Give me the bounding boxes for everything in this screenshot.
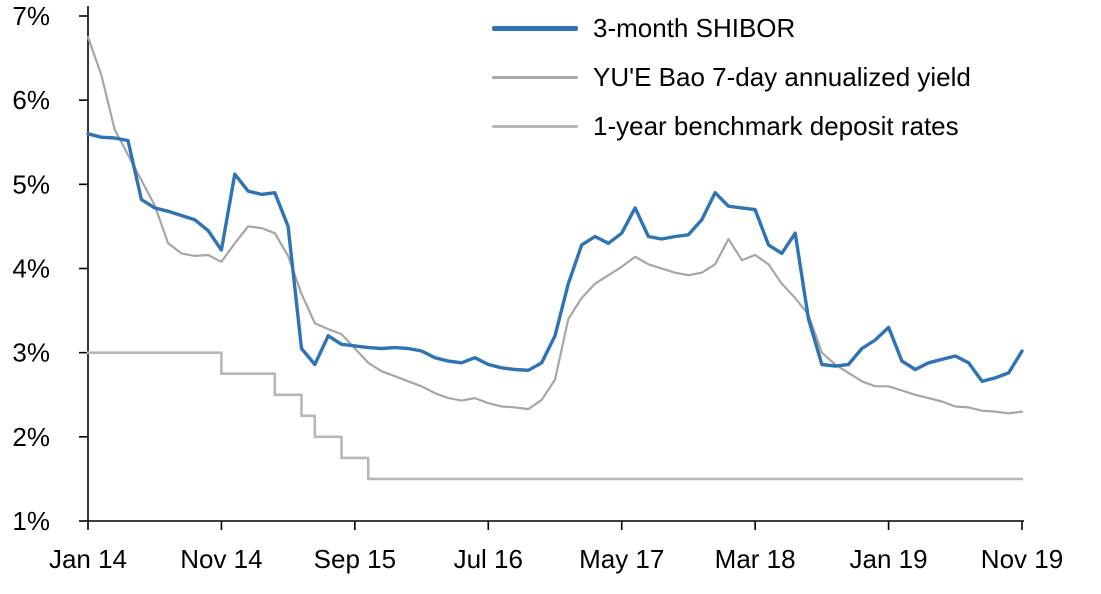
y-tick-label: 1% <box>12 506 50 536</box>
series-line <box>86 35 1024 415</box>
legend-item-yuebao: YU'E Bao 7-day annualized yield <box>492 53 971 102</box>
legend-label-deposit: 1-year benchmark deposit rates <box>593 111 959 141</box>
legend-line-sample-yuebao <box>492 76 578 79</box>
legend-item-deposit: 1-year benchmark deposit rates <box>492 102 971 151</box>
x-tick-label: Jan 19 <box>850 544 928 574</box>
y-tick-label: 4% <box>12 254 50 284</box>
series-line <box>86 351 1024 481</box>
legend-label-yuebao: YU'E Bao 7-day annualized yield <box>593 62 971 92</box>
series-line <box>86 132 1024 383</box>
legend-item-shibor: 3-month SHIBOR <box>492 4 971 53</box>
x-tick-label: Nov 14 <box>180 544 262 574</box>
y-tick-label: 2% <box>12 422 50 452</box>
y-tick-label: 5% <box>12 169 50 199</box>
x-tick-label: Mar 18 <box>715 544 796 574</box>
x-tick-label: May 17 <box>579 544 664 574</box>
y-tick-label: 6% <box>12 85 50 115</box>
x-tick-label: Jul 16 <box>454 544 523 574</box>
x-tick-label: Sep 15 <box>314 544 396 574</box>
legend-line-sample-shibor <box>492 26 578 31</box>
y-tick-label: 3% <box>12 338 50 368</box>
legend-line-sample-deposit <box>492 125 578 128</box>
chart-legend: 3-month SHIBOR YU'E Bao 7-day annualized… <box>492 4 971 151</box>
x-tick-label: Nov 19 <box>981 544 1063 574</box>
legend-label-shibor: 3-month SHIBOR <box>593 13 796 43</box>
y-tick-label: 7% <box>12 1 50 31</box>
x-tick-label: Jan 14 <box>49 544 127 574</box>
